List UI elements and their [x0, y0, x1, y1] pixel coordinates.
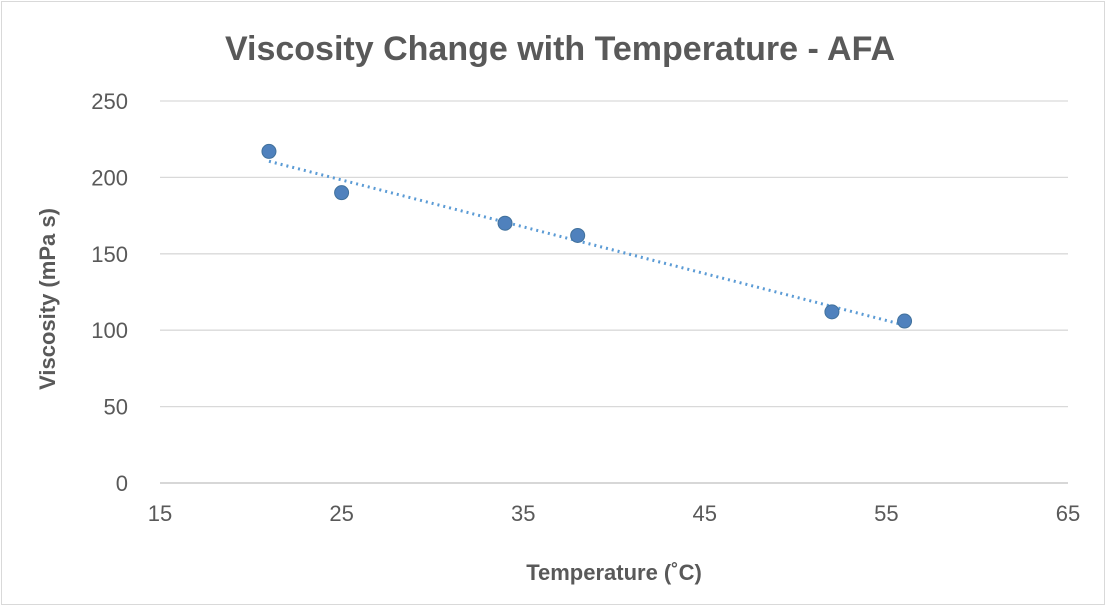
y-axis-label: Viscosity (mPa s): [35, 208, 60, 390]
y-tick-label: 200: [91, 165, 128, 190]
x-tick-label: 45: [693, 501, 717, 526]
x-axis-label: Temperature (˚C): [526, 560, 702, 585]
data-point-5: [824, 304, 840, 320]
x-tick-label: 15: [148, 501, 172, 526]
y-tick-label: 100: [91, 318, 128, 343]
chart-title: Viscosity Change with Temperature - AFA: [225, 30, 895, 68]
data-point-1: [261, 143, 277, 159]
x-tick-labels: 15 25 35 45 55 65: [148, 501, 1080, 526]
x-tick-label: 65: [1056, 501, 1080, 526]
y-tick-label: 50: [104, 395, 128, 420]
x-tick-label: 55: [874, 501, 898, 526]
data-point-6: [897, 313, 913, 329]
data-points: [261, 143, 913, 329]
x-tick-label: 35: [511, 501, 535, 526]
y-tick-labels: 0 50 100 150 200 250: [91, 89, 128, 496]
trendline: [268, 159, 905, 327]
data-point-4: [570, 227, 586, 243]
y-tick-label: 150: [91, 242, 128, 267]
gridlines: [160, 100, 1068, 484]
data-point-3: [497, 215, 513, 231]
trendline-layer: [268, 159, 905, 327]
data-point-2: [334, 185, 350, 201]
y-tick-label: 0: [116, 471, 128, 496]
y-tick-label: 250: [91, 89, 128, 114]
x-tick-label: 25: [329, 501, 353, 526]
